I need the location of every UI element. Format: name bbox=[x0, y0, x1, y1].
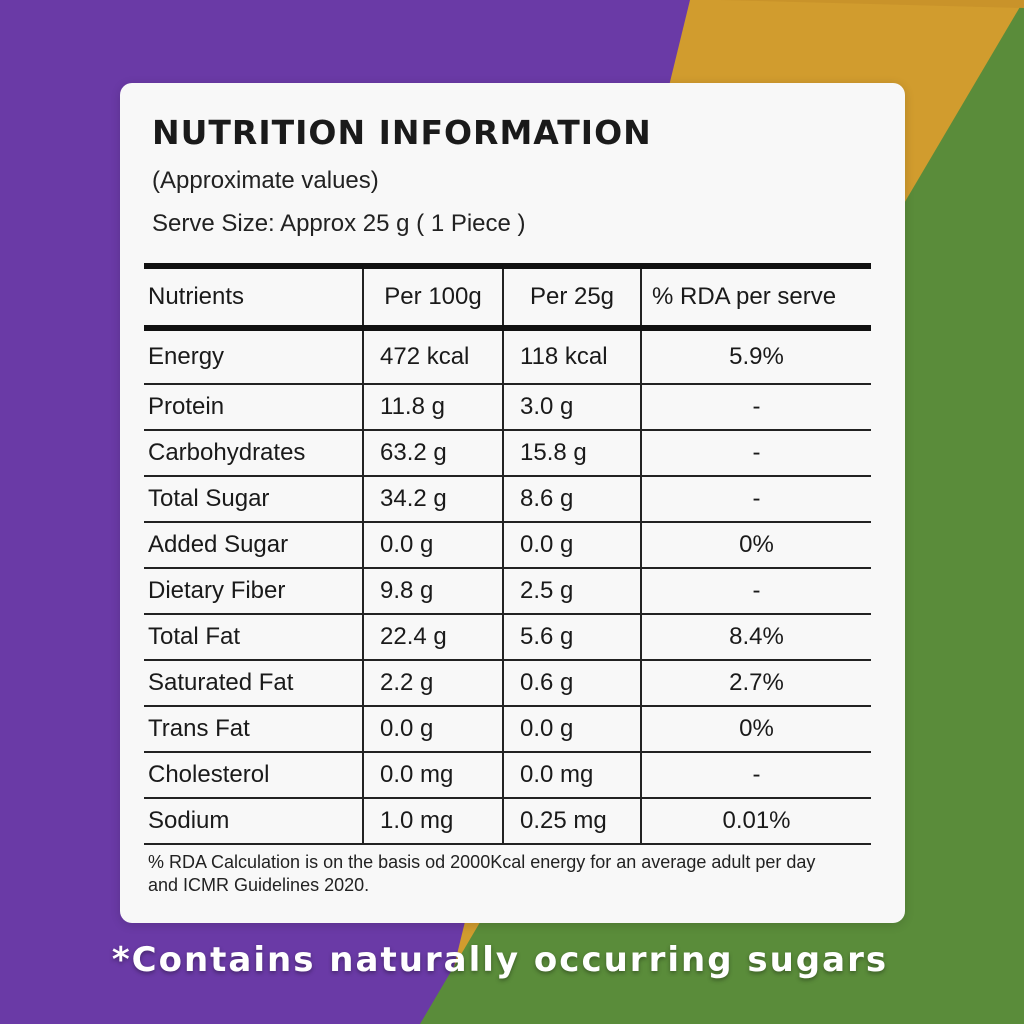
nutrient-name: Protein bbox=[148, 393, 225, 420]
nutrient-value: 0.0 g bbox=[362, 706, 503, 752]
nutrient-name: Trans Fat bbox=[148, 715, 250, 742]
header-per-25g: Per 25g bbox=[502, 266, 641, 328]
nutrient-value: 0.0 mg bbox=[502, 752, 641, 798]
nutrient-value: 2.5 g bbox=[502, 568, 641, 614]
table-row: Sodium 1.0 mg 0.25 mg 0.01% bbox=[144, 798, 871, 844]
table-row: Dietary Fiber 9.8 g 2.5 g- bbox=[144, 568, 871, 614]
table-row: Protein 11.8 g 3.0 g- bbox=[144, 384, 871, 430]
nutrient-value: 0.01% bbox=[640, 798, 871, 844]
table-header-row: Nutrients Per 100g Per 25g % RDA per ser… bbox=[144, 266, 871, 328]
header-rda: % RDA per serve bbox=[640, 266, 871, 328]
nutrient-value: 0.0 g bbox=[502, 706, 641, 752]
nutrient-name: Sodium bbox=[148, 807, 230, 834]
nutrient-value: 11.8 g bbox=[362, 384, 503, 430]
nutrient-value: - bbox=[640, 430, 871, 476]
nutrition-card: NUTRITION INFORMATION (Approximate value… bbox=[120, 83, 905, 923]
page-title: NUTRITION INFORMATION bbox=[152, 113, 652, 152]
table-row: Trans Fat 0.0 g 0.0 g 0% bbox=[144, 706, 871, 752]
nutrient-value: 8.4% bbox=[640, 614, 871, 660]
nutrient-value: 8.6 g bbox=[502, 476, 641, 522]
nutrient-value: 1.0 mg bbox=[362, 798, 503, 844]
nutrient-value: 63.2 g bbox=[362, 430, 503, 476]
nutrient-name: Saturated Fat bbox=[148, 669, 294, 696]
nutrient-value: - bbox=[640, 568, 871, 614]
nutrient-value: 0.6 g bbox=[502, 660, 641, 706]
footnote: % RDA Calculation is on the basis od 200… bbox=[148, 852, 816, 895]
nutrient-value: 0.0 mg bbox=[362, 752, 503, 798]
nutrient-value: 9.8 g bbox=[362, 568, 503, 614]
table-row: Energy 472 kcal 118 kcal 5.9% bbox=[144, 328, 871, 384]
nutrition-table: Nutrients Per 100g Per 25g % RDA per ser… bbox=[144, 263, 871, 845]
nutrient-name: Dietary Fiber bbox=[148, 577, 286, 604]
sugar-claim: *Contains naturally occurring sugars bbox=[111, 940, 889, 980]
nutrient-value: - bbox=[640, 476, 871, 522]
nutrient-value: 0% bbox=[640, 522, 871, 568]
nutrient-value: 0.25 mg bbox=[502, 798, 641, 844]
table-row: Added Sugar 0.0 g 0.0 g 0% bbox=[144, 522, 871, 568]
nutrient-name: Total Fat bbox=[148, 623, 241, 650]
nutrient-name: Cholesterol bbox=[148, 761, 270, 788]
nutrient-value: 5.9% bbox=[640, 328, 871, 384]
nutrient-value: 34.2 g bbox=[362, 476, 503, 522]
nutrient-name: Carbohydrates bbox=[148, 439, 306, 466]
nutrient-value: 22.4 g bbox=[362, 614, 503, 660]
nutrient-value: 0% bbox=[640, 706, 871, 752]
nutrient-name: Total Sugar bbox=[148, 485, 270, 512]
nutrient-value: 2.7% bbox=[640, 660, 871, 706]
header-nutrients: Nutrients bbox=[148, 283, 245, 310]
header-per-100g: Per 100g bbox=[362, 266, 503, 328]
table-row: Total Fat 22.4 g 5.6 g 8.4% bbox=[144, 614, 871, 660]
table-row: Total Sugar 34.2 g 8.6 g- bbox=[144, 476, 871, 522]
nutrient-value: 15.8 g bbox=[502, 430, 641, 476]
nutrient-value: 0.0 g bbox=[502, 522, 641, 568]
subtitle: (Approximate values) bbox=[152, 167, 379, 194]
nutrient-value: - bbox=[640, 384, 871, 430]
nutrient-value: 0.0 g bbox=[362, 522, 503, 568]
nutrient-value: 118 kcal bbox=[502, 328, 641, 384]
table-row: Cholesterol 0.0 mg 0.0 mg - bbox=[144, 752, 871, 798]
nutrient-value: - bbox=[640, 752, 871, 798]
nutrient-name: Added Sugar bbox=[148, 531, 289, 558]
nutrient-value: 472 kcal bbox=[362, 328, 503, 384]
nutrient-name: Energy bbox=[148, 343, 225, 370]
nutrient-value: 3.0 g bbox=[502, 384, 641, 430]
table-row: Saturated Fat 2.2 g 0.6 g 2.7% bbox=[144, 660, 871, 706]
table-row: Carbohydrates 63.2 g 15.8 g- bbox=[144, 430, 871, 476]
serve-size: Serve Size: Approx 25 g ( 1 Piece ) bbox=[152, 210, 526, 237]
nutrient-value: 2.2 g bbox=[362, 660, 503, 706]
nutrient-value: 5.6 g bbox=[502, 614, 641, 660]
